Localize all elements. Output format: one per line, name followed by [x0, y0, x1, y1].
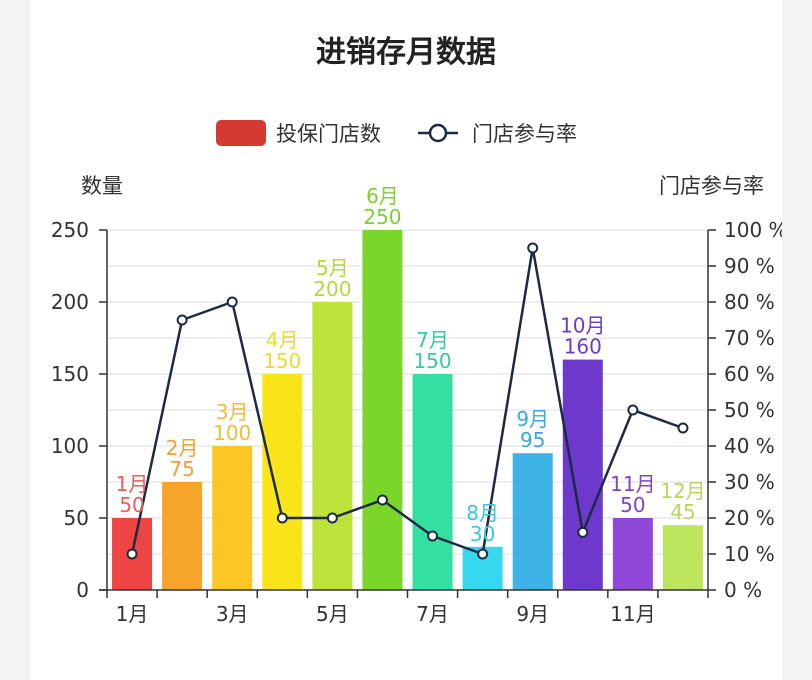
left-tick-label: 100 [51, 434, 89, 458]
bar[interactable] [562, 359, 603, 590]
right-tick-label: 80 % [724, 290, 775, 314]
legend-line-marker [428, 123, 448, 143]
right-tick-label: 100 % [724, 218, 782, 242]
rate-point[interactable] [376, 494, 388, 506]
bar-label-month: 6月 [366, 184, 399, 208]
bar-label-value: 150 [413, 349, 451, 373]
bar-label-value: 45 [670, 500, 695, 524]
bar-label-value: 75 [169, 457, 194, 481]
bar-label-month: 2月 [166, 436, 199, 460]
left-tick-label: 250 [51, 218, 89, 242]
rate-point[interactable] [627, 404, 639, 416]
x-tick-label: 9月 [516, 602, 549, 626]
x-tick-label: 1月 [116, 602, 149, 626]
right-tick-label: 50 % [724, 398, 775, 422]
bar-label-month: 8月 [466, 501, 499, 525]
bar-label-value: 250 [363, 205, 401, 229]
bar-label-value: 95 [520, 428, 545, 452]
chart-title: 进销存月数据 [316, 35, 496, 70]
bar[interactable] [412, 374, 453, 590]
bar[interactable] [612, 518, 653, 590]
left-tick-label: 200 [51, 290, 89, 314]
rate-point[interactable] [527, 242, 539, 254]
right-tick-label: 0 % [724, 578, 762, 602]
rate-point[interactable] [577, 526, 589, 538]
bar-label-month: 10月 [560, 314, 605, 338]
right-tick-label: 10 % [724, 542, 775, 566]
rate-point[interactable] [427, 530, 439, 542]
axes: 0 50 100 150 200 250 0 % 10 % 20 % 30 % 40 % 50 % 60… [51, 218, 782, 626]
bar-label-month: 12月 [660, 479, 705, 503]
left-tick-label: 150 [51, 362, 89, 386]
right-tick-label: 30 % [724, 470, 775, 494]
bar-label-value: 30 [470, 522, 495, 546]
right-tick-label: 90 % [724, 254, 775, 278]
legend[interactable]: 投保门店数 门店参与率 [216, 120, 577, 146]
bar-label-month: 3月 [216, 400, 249, 424]
bar-label-value: 100 [213, 421, 251, 445]
left-axis-name: 数量 [81, 174, 123, 198]
rate-point[interactable] [126, 548, 138, 560]
bar-label-value: 50 [119, 493, 144, 517]
right-axis-name: 门店参与率 [659, 174, 764, 198]
rate-point[interactable] [477, 548, 489, 560]
rate-point[interactable] [176, 314, 188, 326]
bar-series [112, 230, 703, 590]
watermark: 掘金技术社区 @ 软件部长 [527, 636, 760, 660]
x-tick-label: 7月 [416, 602, 449, 626]
legend-bar-swatch [216, 120, 266, 146]
bar[interactable] [662, 525, 703, 590]
left-tick-label: 0 [76, 578, 89, 602]
rate-point[interactable] [276, 512, 288, 524]
bar-label-month: 11月 [610, 472, 655, 496]
bar-label-month: 7月 [416, 328, 449, 352]
bar[interactable] [512, 453, 553, 590]
rate-point[interactable] [226, 296, 238, 308]
right-tick-label: 20 % [724, 506, 775, 530]
bar-labels: 1月502月753月1004月1505月2006月2507月1508月309月9… [116, 184, 706, 546]
bar[interactable] [312, 302, 353, 590]
bar-label-value: 150 [263, 349, 301, 373]
bar-label-month: 5月 [316, 256, 349, 280]
rate-point[interactable] [677, 422, 689, 434]
left-tick-label: 50 [64, 506, 89, 530]
bar-label-value: 200 [313, 277, 351, 301]
bar-label-value: 160 [564, 335, 602, 359]
x-tick-label: 3月 [216, 602, 249, 626]
right-tick-label: 70 % [724, 326, 775, 350]
x-tick-label: 5月 [316, 602, 349, 626]
bar-label-month: 1月 [116, 472, 149, 496]
bar-label-value: 50 [620, 493, 645, 517]
legend-line-label[interactable]: 门店参与率 [472, 122, 577, 146]
chart: 进销存月数据 投保门店数 门店参与率 数量 门店参与率 0 50 100 150 200… [51, 35, 782, 660]
x-tick-label: 11月 [610, 602, 655, 626]
bar[interactable] [362, 230, 403, 590]
bar[interactable] [262, 374, 303, 590]
rate-line [130, 246, 684, 556]
bar[interactable] [162, 482, 203, 590]
legend-bar-label[interactable]: 投保门店数 [276, 122, 381, 146]
line-series [126, 242, 689, 560]
bar[interactable] [212, 446, 253, 590]
bar-label-month: 4月 [266, 328, 299, 352]
rate-point[interactable] [326, 512, 338, 524]
chart-card: 进销存月数据 投保门店数 门店参与率 数量 门店参与率 0 50 100 150 200… [30, 0, 782, 680]
right-tick-label: 40 % [724, 434, 775, 458]
bar-label-month: 9月 [516, 407, 549, 431]
right-tick-label: 60 % [724, 362, 775, 386]
